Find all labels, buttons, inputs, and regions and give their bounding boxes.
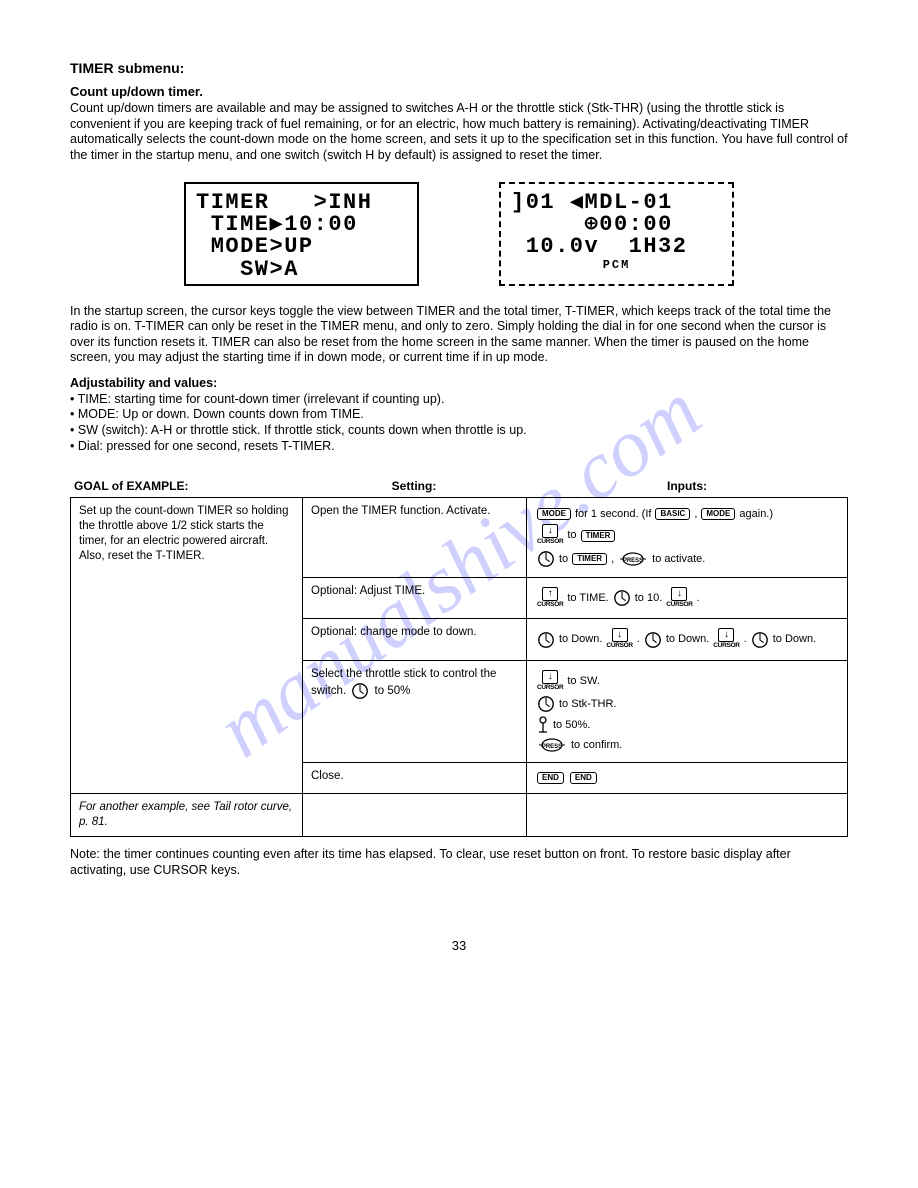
input-text: to Down. [666, 632, 709, 646]
col-head-input: Inputs: [526, 479, 848, 493]
input-text: . [697, 591, 700, 605]
timer-label-icon: TIMER [572, 553, 607, 565]
note: Note: the timer continues counting even … [70, 847, 848, 878]
cursor-up-icon: ↑CURSOR [537, 587, 563, 609]
dial-icon [537, 550, 555, 568]
dial-icon [537, 695, 555, 713]
input-cell: MODE for 1 second. (If BASIC , MODE agai… [527, 498, 848, 578]
press-icon: PRESS [537, 737, 567, 753]
cursor-down-icon: ↓CURSOR [537, 670, 563, 692]
mode-button-icon: MODE [701, 508, 735, 520]
list-item: SW (switch): A-H or throttle stick. If t… [78, 423, 527, 437]
input-text: to Down. [559, 632, 602, 646]
list-item: Dial: pressed for one second, resets T-T… [78, 439, 335, 453]
end-button-icon: END [537, 772, 564, 784]
lcd-screens: TIMER >INH TIME▶10:00 MODE>UP SW>A ]01 ◀… [70, 182, 848, 286]
basic-label-icon: BASIC [655, 508, 690, 520]
input-text: again.) [739, 507, 773, 521]
table-row: Set up the count-down TIMER so holding t… [71, 498, 848, 578]
svg-text:PRESS: PRESS [623, 558, 643, 564]
end-button-icon: END [570, 772, 597, 784]
lcd-row: TIME▶10:00 [196, 214, 407, 236]
setting-text: to 50% [375, 685, 411, 697]
lcd-row: TIMER >INH [196, 192, 407, 214]
stick-icon [535, 716, 551, 734]
lcd-row: SW>A [196, 259, 407, 281]
section-title: TIMER submenu: [70, 60, 848, 76]
input-text: to [567, 528, 576, 542]
input-text: to SW. [567, 674, 599, 688]
col-head-goal: GOAL of EXAMPLE: [70, 479, 302, 493]
input-cell [527, 794, 848, 837]
setting-cell: Open the TIMER function. Activate. [303, 498, 527, 578]
list-item: TIME: starting time for count-down timer… [78, 392, 445, 406]
section-subtitle: Count up/down timer. [70, 84, 848, 99]
paragraph-2: In the startup screen, the cursor keys t… [70, 304, 848, 367]
col-head-setting: Setting: [302, 479, 526, 493]
input-text: to confirm. [571, 738, 622, 752]
dial-icon [644, 631, 662, 649]
input-cell: to Down. ↓CURSOR . to Down. ↓CURSOR . to… [527, 619, 848, 660]
list-item: MODE: Up or down. Down counts down from … [78, 407, 364, 421]
press-icon: PRESS [618, 551, 648, 567]
goal-cell: Set up the count-down TIMER so holding t… [71, 498, 303, 794]
input-cell: ↑CURSOR to TIME. to 10. ↓CURSOR . [527, 577, 848, 618]
dial-icon [751, 631, 769, 649]
setting-cell: Select the throttle stick to control the… [303, 660, 527, 762]
dial-icon [613, 589, 631, 607]
paragraph-1: Count up/down timers are available and m… [70, 101, 848, 164]
lcd-row: ]01 ◀MDL-01 [511, 192, 722, 214]
input-text: . [637, 632, 640, 646]
input-text: to Down. [773, 632, 816, 646]
cursor-down-icon: ↓CURSOR [537, 524, 563, 546]
page-number: 33 [70, 938, 848, 953]
setting-cell: Close. [303, 763, 527, 794]
timer-label-icon: TIMER [581, 530, 616, 542]
page-content: TIMER submenu: Count up/down timer. Coun… [70, 60, 848, 953]
setting-cell: Optional: Adjust TIME. [303, 577, 527, 618]
lcd-screen-right: ]01 ◀MDL-01 ⊕00:00 10.0v 1H32 PCM [499, 182, 734, 286]
input-text: to 50%. [553, 718, 590, 732]
table-headers: GOAL of EXAMPLE: Setting: Inputs: [70, 479, 848, 493]
instruction-table: Set up the count-down TIMER so holding t… [70, 497, 848, 837]
lcd-row: 10.0v 1H32 [511, 236, 722, 258]
input-cell: END END [527, 763, 848, 794]
input-text: to Stk-THR. [559, 697, 616, 711]
lcd-row: ⊕00:00 [511, 214, 722, 236]
input-text: , [611, 552, 614, 566]
cursor-down-icon: ↓CURSOR [713, 628, 739, 650]
adj-label: Adjustability and values: [70, 376, 217, 390]
input-text: . [744, 632, 747, 646]
paragraph-3: Adjustability and values: • TIME: starti… [70, 376, 848, 454]
lcd-row: MODE>UP [196, 236, 407, 258]
cursor-down-icon: ↓CURSOR [606, 628, 632, 650]
table-row: For another example, see Tail rotor curv… [71, 794, 848, 837]
setting-cell [303, 794, 527, 837]
section-title-text: TIMER submenu: [70, 60, 184, 76]
svg-text:PRESS: PRESS [542, 744, 562, 750]
cursor-down-icon: ↓CURSOR [666, 587, 692, 609]
lcd-pcm-label: PCM [511, 259, 722, 271]
input-text: to activate. [652, 552, 705, 566]
input-text: to TIME. [567, 591, 608, 605]
mode-button-icon: MODE [537, 508, 571, 520]
input-text: for 1 second. (If [575, 507, 651, 521]
setting-cell: Optional: change mode to down. [303, 619, 527, 660]
input-text: to 10. [635, 591, 663, 605]
dial-icon [537, 631, 555, 649]
input-cell: ↓CURSOR to SW. to Stk-THR. to 50%. PRESS… [527, 660, 848, 762]
input-text: , [694, 507, 697, 521]
goal-cell-bottom: For another example, see Tail rotor curv… [71, 794, 303, 837]
input-text: to [559, 552, 568, 566]
dial-icon [351, 682, 369, 700]
lcd-screen-left: TIMER >INH TIME▶10:00 MODE>UP SW>A [184, 182, 419, 286]
